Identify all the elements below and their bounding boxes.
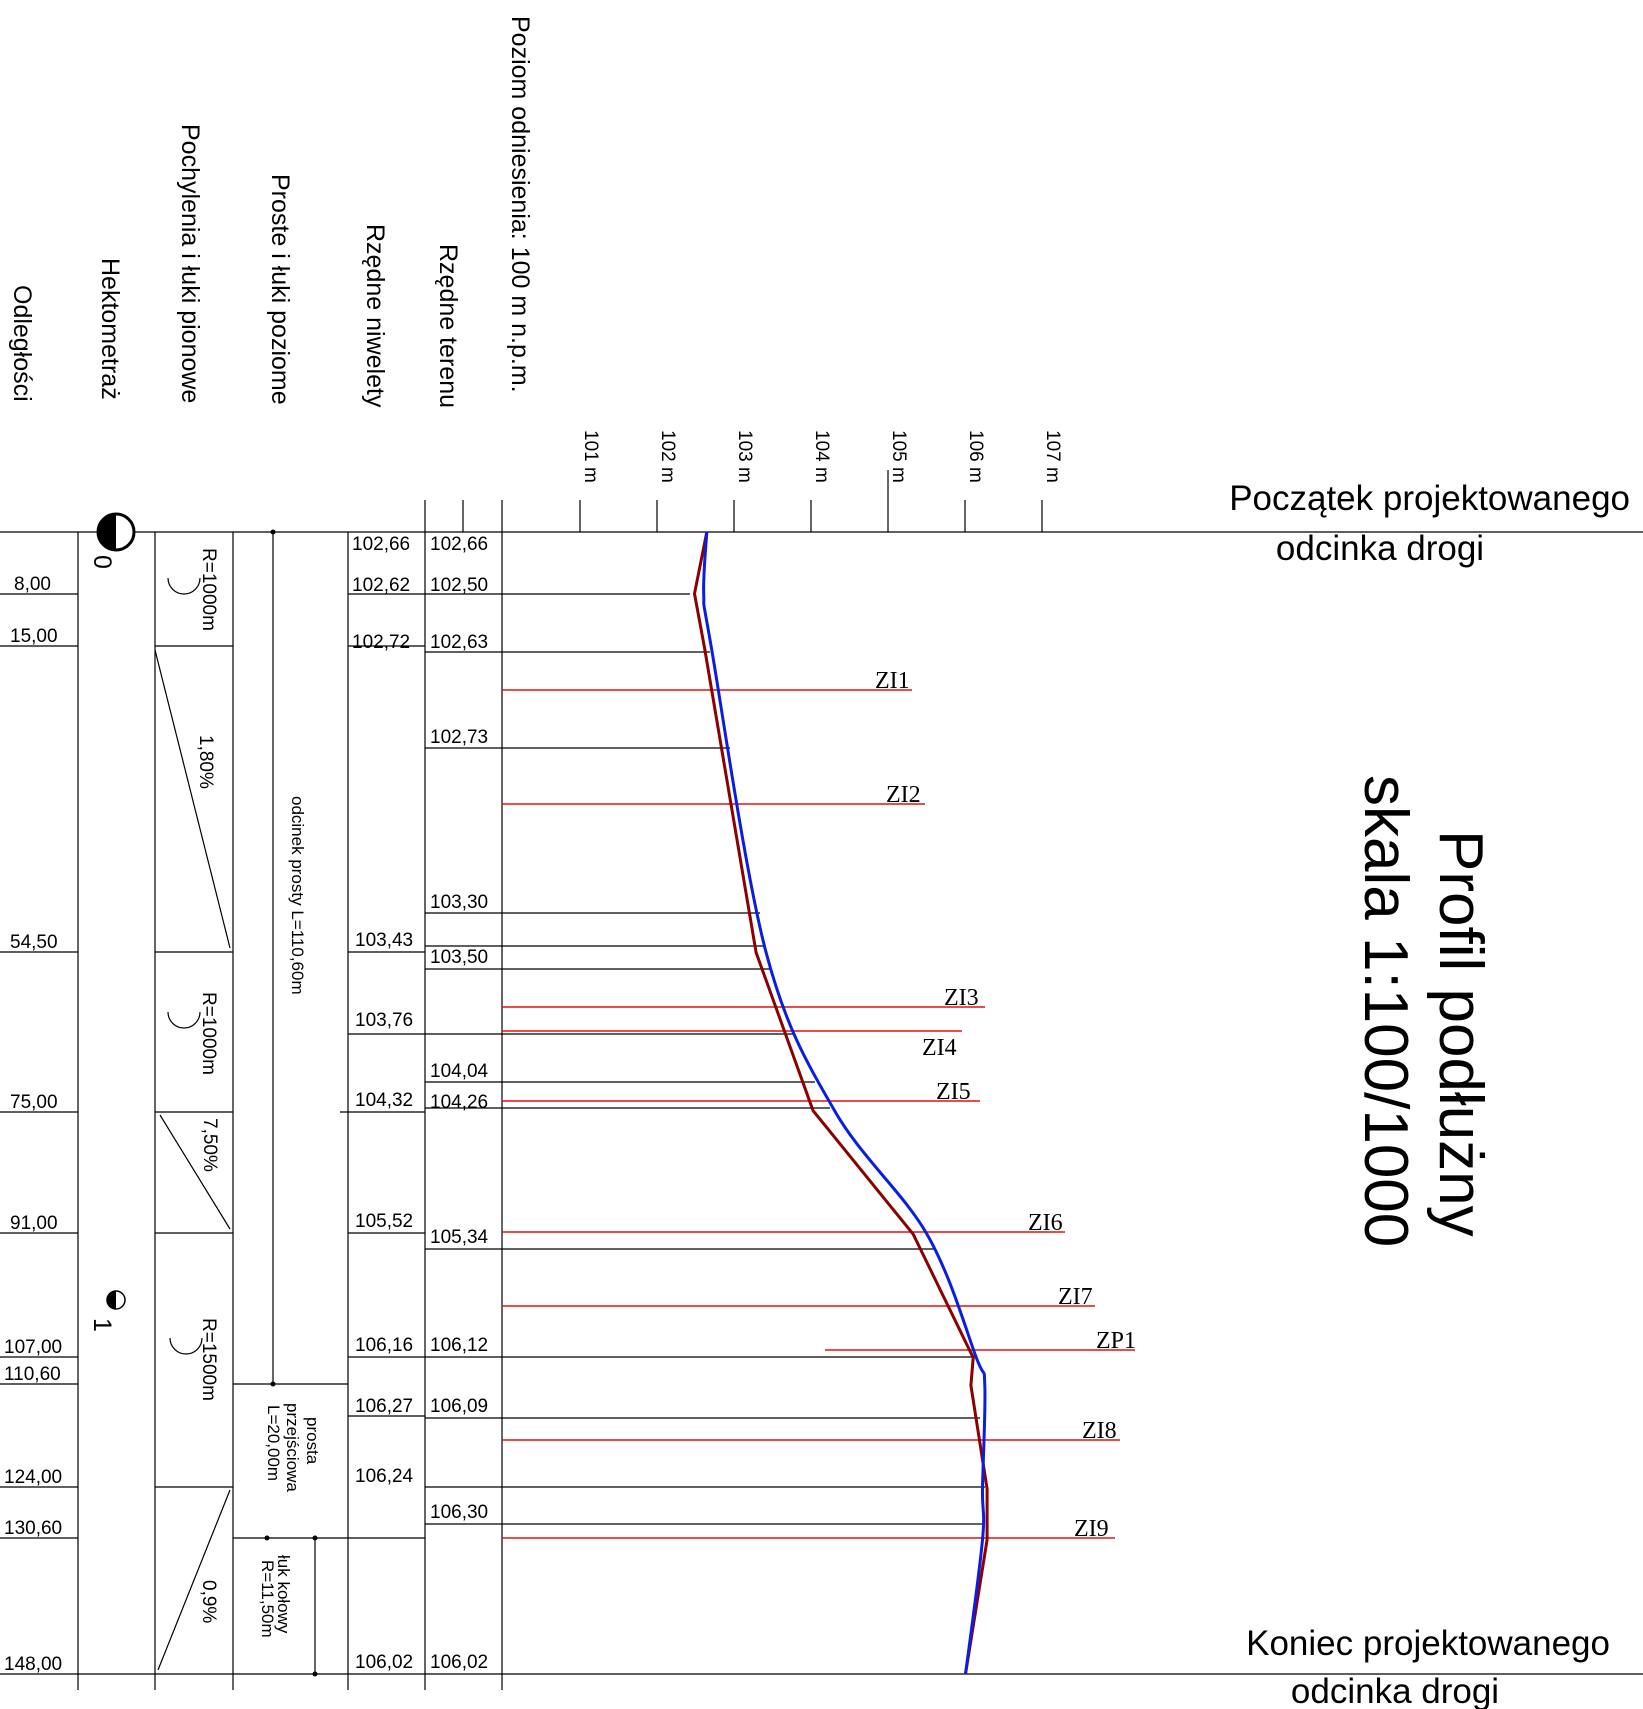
terrain-elevation: 102,50 (430, 575, 488, 596)
tick-103: 103 m (734, 430, 755, 483)
distance-label: 75,00 (10, 1092, 58, 1113)
distance-label: 148,00 (4, 1654, 62, 1675)
horizontal-arc-label-2: R=11,50m (258, 1560, 277, 1638)
cross-section-label: ZI6 (1028, 1210, 1063, 1236)
distance-label: 110,60 (4, 1364, 61, 1385)
station-lines (425, 593, 985, 1525)
design-elevation: 105,52 (355, 1211, 413, 1232)
vertical-element-label: 1,80% (195, 735, 216, 789)
design-elevation: 102,66 (352, 534, 410, 555)
end-label-line-2: odcinka drogi (1291, 1672, 1499, 1709)
design-elevation: 102,62 (352, 575, 410, 596)
hectometer-1-marker (106, 1290, 126, 1310)
start-label-line-1: Początek projektowanego (1229, 479, 1630, 518)
distance-label: 124,00 (4, 1467, 62, 1488)
terrain-elevation: 105,34 (430, 1227, 489, 1248)
design-elevation: 103,43 (355, 930, 413, 951)
horizontal-transition-label-3: L=20,00m (264, 1405, 283, 1481)
hectometer-0-marker (96, 512, 136, 552)
design-elevation: 106,24 (355, 1466, 414, 1487)
cross-section-label: ZI4 (922, 1035, 957, 1061)
title-line-1: Profil podłużny (1426, 830, 1495, 1237)
terrain-elevation: 104,26 (430, 1092, 488, 1113)
tick-102: 102 m (657, 430, 678, 483)
terrain-elevation: 106,12 (430, 1335, 488, 1356)
design-elevation: 104,32 (355, 1090, 413, 1111)
distance-label: 107,00 (4, 1337, 62, 1358)
axis-ticks (424, 470, 1043, 532)
title-line-2: skala 1:100/1000 (1351, 775, 1420, 1247)
start-label-line-2: odcinka drogi (1276, 529, 1484, 568)
cross-section-label: ZI7 (1058, 1284, 1093, 1310)
design-elevation: 106,16 (355, 1335, 413, 1356)
header-datum: Poziom odniesienia: 100 m n.p.m. (506, 16, 534, 393)
tick-106: 106 m (965, 430, 986, 483)
tick-104: 104 m (811, 430, 832, 483)
cross-section-label: ZI8 (1082, 1418, 1117, 1444)
vertical-element-label: R=1000m (198, 992, 219, 1075)
terrain-elevation: 102,73 (430, 727, 488, 748)
terrain-elevation: 106,30 (430, 1502, 488, 1523)
terrain-elevation: 102,66 (430, 534, 488, 555)
cross-section-label: ZI9 (1074, 1516, 1109, 1542)
table-frame (0, 500, 1643, 1690)
design-profile-line (702, 531, 987, 1675)
vertical-column-lines (154, 645, 233, 1671)
design-elevation: 103,76 (355, 1010, 413, 1031)
horizontal-transition-label-2: przejściowa (283, 1403, 302, 1492)
header-design-elev: Rzędne niwelety (361, 224, 389, 408)
distance-label: 54,50 (10, 932, 58, 953)
terrain-profile-line (692, 531, 989, 1675)
cross-section-label: ZI5 (936, 1079, 971, 1105)
vertical-element-label: R=1500m (198, 1318, 219, 1401)
design-elevation: 106,27 (355, 1396, 413, 1417)
cross-section-lines (502, 689, 1135, 1539)
distance-label: 15,00 (10, 626, 58, 647)
tick-107: 107 m (1042, 430, 1063, 483)
hectometer-0-label: 0 (88, 555, 116, 569)
header-horizontal: Proste i łuki poziome (266, 174, 294, 405)
horizontal-transition-label-1: prosta (303, 1417, 322, 1465)
hectometer-1-label: 1 (88, 1318, 116, 1332)
cross-section-label: ZI1 (875, 668, 910, 694)
cross-section-label: ZI2 (886, 782, 921, 808)
horizontal-arc-label-1: łuk kołowy (274, 1555, 293, 1634)
terrain-elevation: 103,30 (430, 892, 488, 913)
distance-lines (0, 593, 78, 1539)
end-label-line-1: Koniec projektowanego (1246, 1624, 1610, 1663)
cross-section-label: ZP1 (1096, 1328, 1136, 1354)
terrain-elevation: 102,63 (430, 632, 488, 653)
tick-101: 101 m (580, 430, 601, 483)
header-distances: Odległości (8, 285, 36, 402)
terrain-elevation: 103,50 (430, 947, 488, 968)
terrain-elevation: 104,04 (430, 1061, 489, 1082)
header-terrain-elev: Rzędne terenu (434, 244, 462, 408)
vertical-element-label: 0,9% (198, 1580, 219, 1623)
distance-label: 130,60 (4, 1518, 62, 1539)
terrain-elevation: 106,02 (430, 1652, 488, 1673)
vertical-element-label: R=1000m (198, 548, 219, 631)
horizontal-straight-label: odcinek prosty L=110,60m (288, 796, 307, 995)
distance-label: 8,00 (14, 574, 51, 595)
elevation-row-lines (340, 593, 425, 1539)
distance-label: 91,00 (10, 1213, 58, 1234)
terrain-elevation: 106,09 (430, 1396, 488, 1417)
header-hectometer: Hektometraż (96, 258, 124, 400)
header-vertical: Pochylenia i łuki pionowe (176, 124, 204, 403)
vertical-curve-symbols (167, 577, 203, 1355)
tick-105: 105 m (888, 430, 909, 483)
design-elevation: 106,02 (355, 1652, 413, 1673)
design-elevation: 102,72 (352, 632, 410, 653)
horizontal-nodes (264, 529, 318, 1677)
vertical-element-label: 7,50% (199, 1118, 220, 1172)
cross-section-label: ZI3 (944, 985, 979, 1011)
